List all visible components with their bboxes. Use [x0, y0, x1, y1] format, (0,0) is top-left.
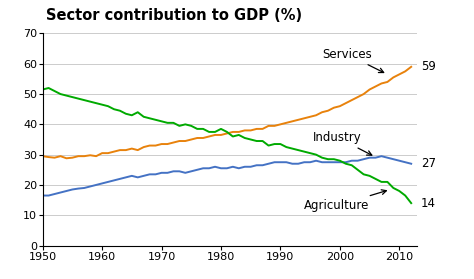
Text: Industry: Industry [313, 131, 372, 155]
Text: Services: Services [322, 48, 383, 73]
Text: Agriculture: Agriculture [304, 190, 386, 212]
Text: 59: 59 [421, 60, 436, 73]
Text: 14: 14 [421, 197, 436, 210]
Text: Sector contribution to GDP (%): Sector contribution to GDP (%) [46, 8, 302, 23]
Text: 27: 27 [421, 157, 436, 170]
